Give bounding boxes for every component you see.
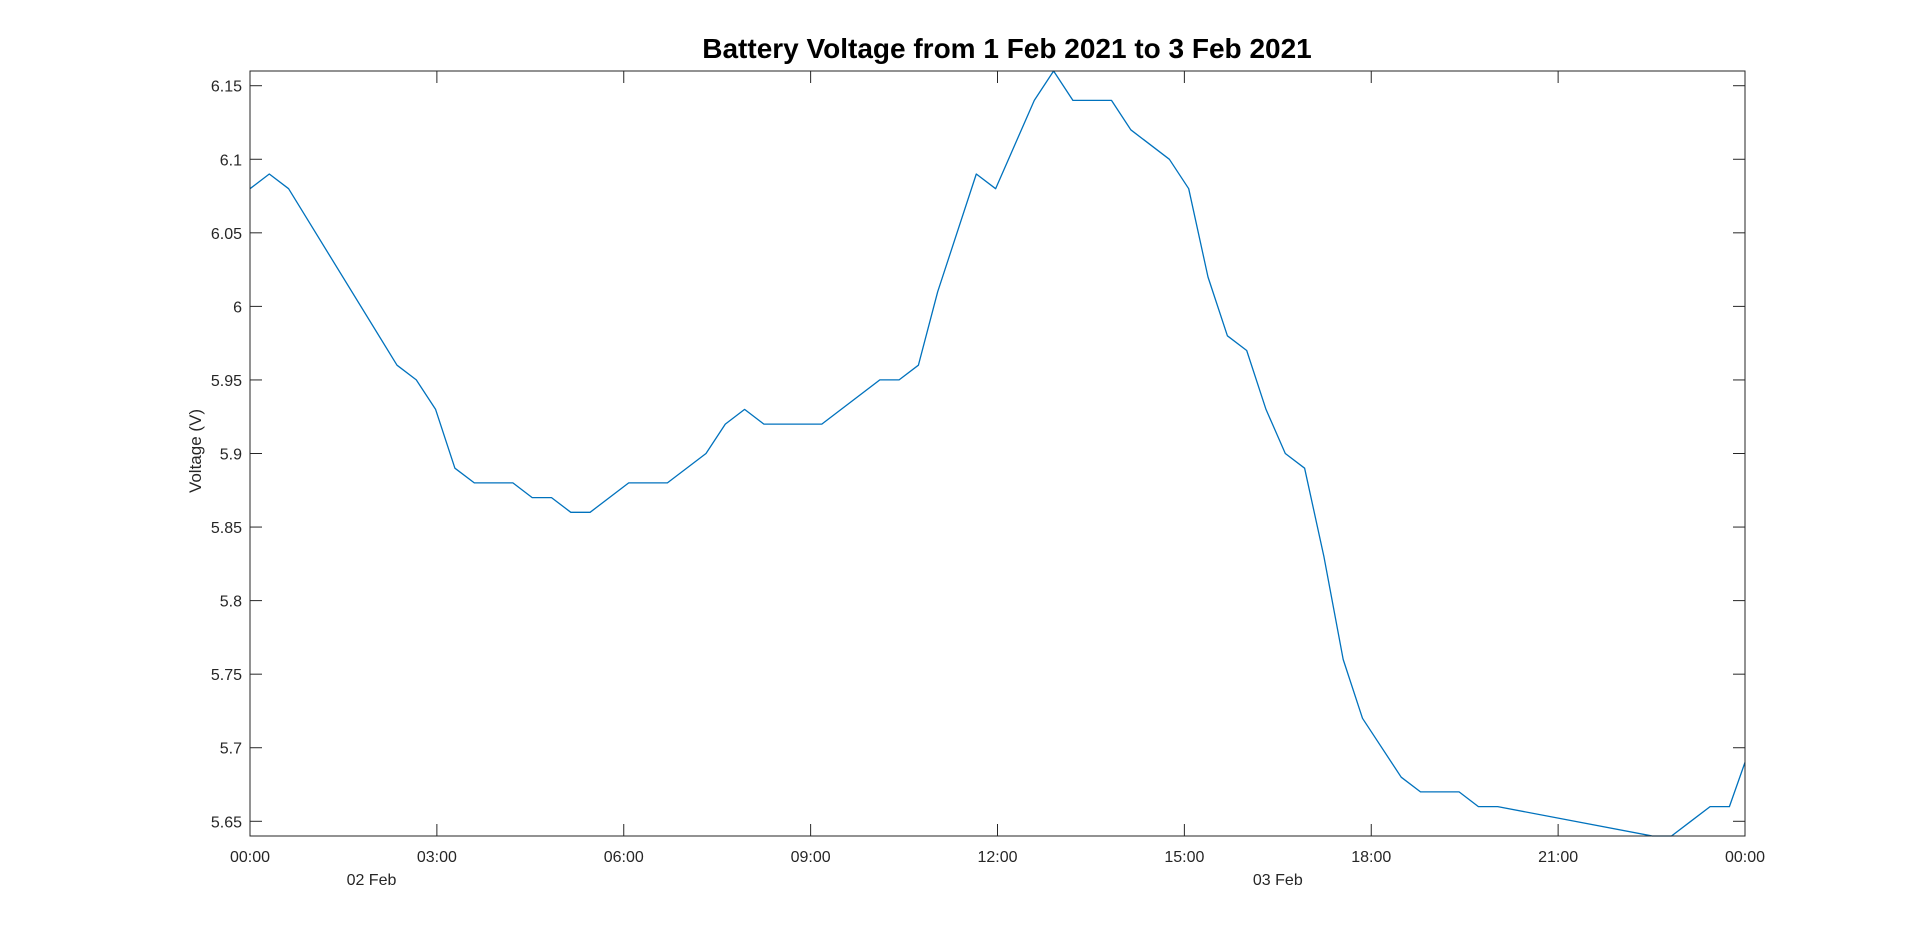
axis-ticks: [249, 71, 1746, 836]
chart-title: Battery Voltage from 1 Feb 2021 to 3 Feb…: [702, 33, 1311, 64]
y-tick-label: 5.85: [211, 520, 242, 537]
y-tick-label: 6.1: [220, 152, 242, 169]
plot-background: [250, 71, 1745, 836]
y-tick-label: 5.95: [211, 373, 242, 390]
plot-area: [249, 70, 1746, 837]
x-tick-label: 12:00: [977, 849, 1017, 866]
x-tick-label: 06:00: [604, 849, 644, 866]
y-tick-label: 6.05: [211, 226, 242, 243]
y-axis-label: Voltage (V): [186, 409, 205, 493]
y-tick-label: 6: [233, 299, 242, 316]
y-tick-label: 5.75: [211, 667, 242, 684]
y-tick-label: 5.7: [220, 741, 242, 758]
x-tick-label: 15:00: [1164, 849, 1204, 866]
y-tick-label: 5.8: [220, 594, 242, 611]
x-tick-label: 00:00: [230, 849, 270, 866]
x-tick-label: 09:00: [791, 849, 831, 866]
y-tick-label: 5.9: [220, 447, 242, 464]
voltage-series-line: [249, 70, 1746, 837]
x-tick-label: 21:00: [1538, 849, 1578, 866]
x-date-label: 03 Feb: [1253, 872, 1303, 889]
y-tick-label: 5.65: [211, 814, 242, 831]
x-tick-label: 03:00: [417, 849, 457, 866]
y-tick-label: 6.15: [211, 79, 242, 96]
tick-labels: 5.65 5.7 5.75 5.8 5.85 5.9 5.95 6 6.05 6.1 6.15 00:…: [211, 79, 1765, 889]
x-tick-label: 18:00: [1351, 849, 1391, 866]
x-tick-label: 00:00: [1725, 849, 1765, 866]
x-date-label: 02 Feb: [347, 872, 397, 889]
